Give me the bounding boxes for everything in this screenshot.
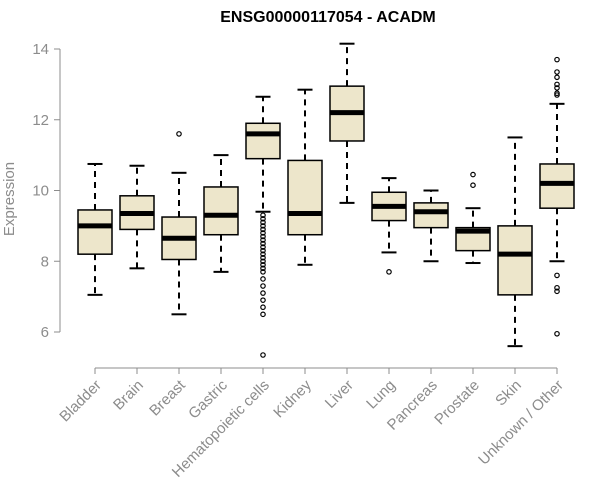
- outlier-point: [554, 92, 560, 98]
- outlier-point: [260, 219, 266, 226]
- iqr-box: [539, 163, 575, 209]
- outlier-point: [260, 311, 266, 318]
- y-tick-label: 10: [32, 183, 49, 200]
- outlier-point: [260, 230, 266, 236]
- outlier-point: [260, 237, 266, 243]
- box-unknown-other: [539, 56, 575, 337]
- outlier-point: [554, 81, 560, 88]
- outlier-point: [260, 223, 266, 229]
- iqr-box: [287, 159, 323, 236]
- box-hematopoietic-cells: [245, 95, 281, 358]
- x-tick-label: Brain: [110, 377, 147, 414]
- x-tick-label: Kidney: [270, 376, 315, 421]
- outlier-point: [260, 258, 266, 265]
- outlier-point: [260, 304, 266, 311]
- outlier-point: [554, 288, 560, 295]
- chart-title: ENSG00000117054 - ACADM: [220, 9, 436, 26]
- y-tick-label: 12: [32, 112, 49, 129]
- x-tick-label: Skin: [492, 377, 525, 410]
- outlier-point: [260, 254, 266, 261]
- outlier-point: [470, 182, 476, 188]
- outlier-point: [554, 85, 560, 91]
- outlier-point: [554, 90, 560, 97]
- y-axis: 6 8 10 12 14: [32, 41, 61, 341]
- x-tick-label: Prostate: [431, 377, 483, 429]
- box-gastric: [203, 154, 239, 273]
- outlier-point: [260, 226, 266, 233]
- box-bladder: [77, 162, 113, 296]
- outlier-point: [260, 247, 266, 254]
- y-tick-label: 8: [41, 253, 49, 270]
- outlier-point: [260, 251, 266, 257]
- box-liver: [329, 42, 365, 204]
- outlier-point: [260, 297, 266, 303]
- outlier-point: [260, 212, 266, 219]
- outlier-point: [260, 240, 266, 247]
- outlier-point: [260, 269, 266, 275]
- plot-area: [77, 42, 575, 358]
- outlier-point: [554, 272, 560, 279]
- outlier-point: [554, 284, 560, 291]
- x-tick-label: Lung: [363, 377, 399, 413]
- iqr-box: [77, 209, 113, 255]
- box-brain: [119, 164, 155, 270]
- outlier-point: [260, 276, 266, 282]
- outlier-point: [260, 261, 266, 268]
- y-tick-label: 6: [41, 324, 49, 341]
- outlier-point: [260, 233, 266, 240]
- iqr-box: [245, 122, 281, 160]
- outlier-point: [386, 269, 392, 275]
- y-axis-label: Expression: [1, 162, 18, 236]
- y-tick-label: 14: [32, 41, 49, 58]
- outlier-point: [554, 330, 560, 337]
- iqr-box: [413, 202, 449, 229]
- x-tick-label: Liver: [322, 377, 357, 412]
- box-skin: [497, 136, 533, 348]
- box-kidney: [287, 88, 323, 266]
- outlier-point: [260, 265, 266, 272]
- outlier-point: [260, 283, 266, 289]
- box-prostate: [455, 171, 491, 265]
- outlier-point: [260, 352, 266, 358]
- iqr-box: [203, 186, 239, 236]
- outlier-point: [554, 56, 560, 63]
- outlier-point: [176, 131, 182, 137]
- outlier-point: [260, 244, 266, 250]
- iqr-box: [497, 225, 533, 296]
- outlier-point: [260, 216, 266, 222]
- outlier-point: [470, 171, 476, 178]
- box-lung: [371, 177, 407, 275]
- box-pancreas: [413, 189, 449, 263]
- outlier-point: [554, 69, 560, 75]
- outlier-point: [554, 74, 560, 81]
- box-breast: [161, 131, 197, 316]
- x-tick-label: Breast: [146, 376, 189, 419]
- x-tick-label: Bladder: [56, 377, 105, 426]
- outlier-point: [260, 290, 266, 296]
